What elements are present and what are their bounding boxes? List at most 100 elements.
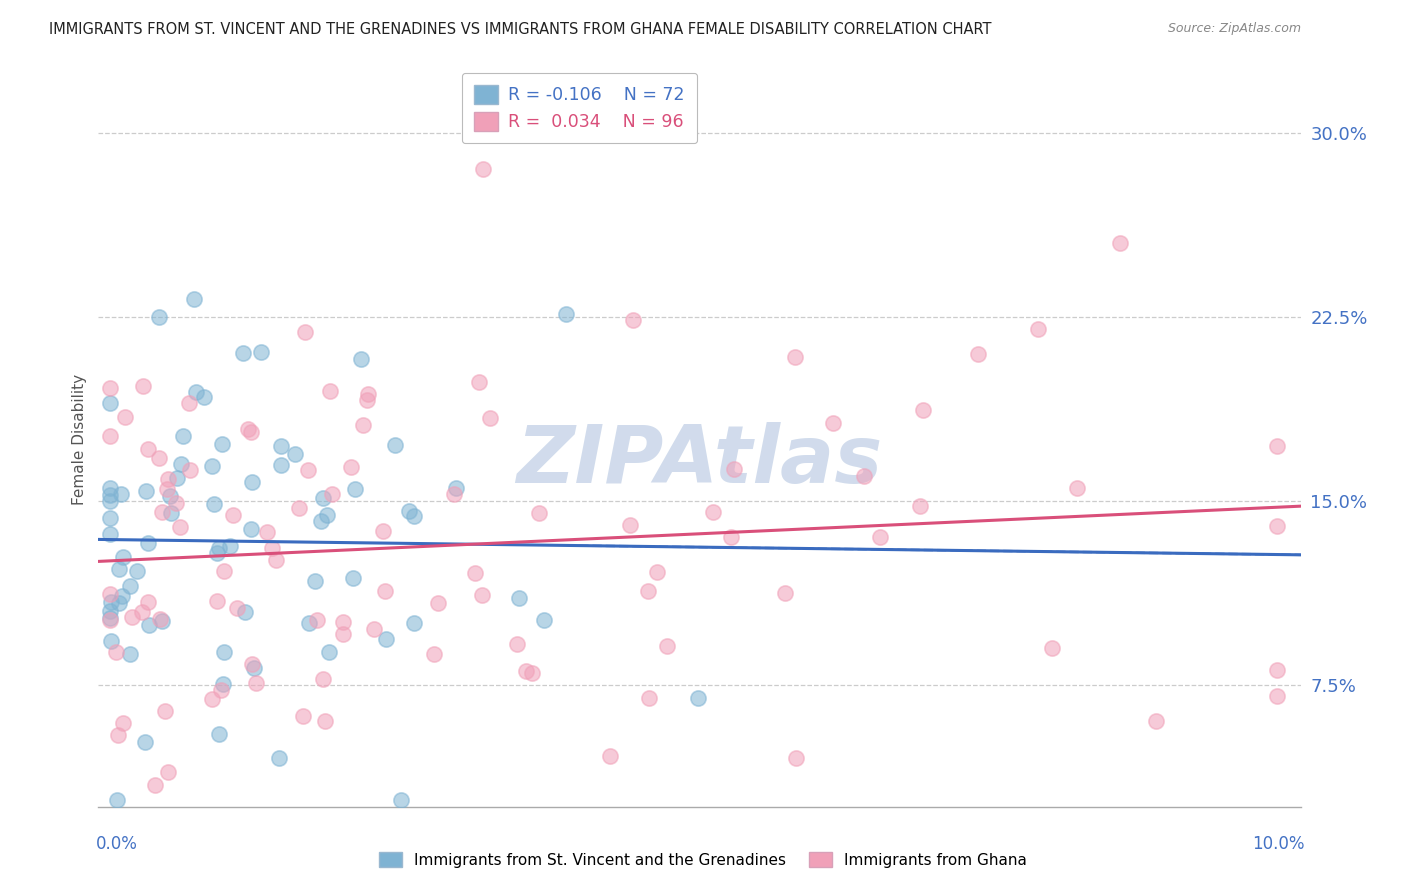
Point — [148, 310, 170, 324]
Point — [232, 346, 254, 360]
Point — [823, 416, 845, 430]
Point — [136, 442, 159, 456]
Point — [108, 596, 131, 610]
Point — [908, 500, 931, 514]
Point — [529, 506, 551, 520]
Point — [267, 751, 290, 765]
Point — [211, 436, 233, 450]
Point — [515, 664, 537, 678]
Point — [186, 385, 208, 400]
Point — [226, 600, 249, 615]
Point — [127, 564, 149, 578]
Point — [294, 325, 316, 339]
Point — [105, 793, 128, 807]
Text: IMMIGRANTS FROM ST. VINCENT AND THE GRENADINES VS IMMIGRANTS FROM GHANA FEMALE D: IMMIGRANTS FROM ST. VINCENT AND THE GREN… — [49, 22, 991, 37]
Point — [211, 683, 233, 698]
Y-axis label: Female Disability: Female Disability — [72, 374, 87, 505]
Point — [156, 483, 179, 497]
Point — [136, 536, 159, 550]
Point — [179, 396, 201, 410]
Point — [533, 613, 555, 627]
Point — [159, 489, 181, 503]
Point — [1265, 663, 1288, 677]
Point — [212, 677, 235, 691]
Point — [256, 524, 278, 539]
Point — [402, 509, 425, 524]
Point — [100, 481, 122, 495]
Point — [508, 591, 530, 605]
Point — [1040, 640, 1063, 655]
Point — [202, 497, 225, 511]
Point — [720, 530, 742, 544]
Point — [645, 565, 668, 579]
Point — [311, 491, 333, 505]
Point — [160, 506, 183, 520]
Point — [100, 604, 122, 618]
Point — [288, 501, 311, 516]
Point — [1028, 322, 1050, 336]
Point — [427, 596, 450, 610]
Point — [785, 751, 807, 765]
Point — [170, 457, 193, 471]
Point — [314, 714, 336, 729]
Point — [100, 494, 122, 508]
Point — [100, 613, 122, 627]
Point — [100, 587, 122, 601]
Point — [242, 661, 264, 675]
Text: ZIPAtlas: ZIPAtlas — [516, 423, 883, 500]
Point — [114, 409, 136, 424]
Point — [869, 531, 891, 545]
Point — [967, 347, 990, 361]
Point — [221, 508, 243, 522]
Point — [912, 403, 935, 417]
Point — [657, 639, 679, 653]
Point — [111, 589, 134, 603]
Point — [107, 728, 129, 742]
Point — [131, 379, 153, 393]
Point — [389, 793, 412, 807]
Point — [104, 645, 127, 659]
Point — [166, 471, 188, 485]
Point — [264, 553, 287, 567]
Point — [471, 588, 494, 602]
Point — [284, 447, 307, 461]
Point — [853, 469, 876, 483]
Point — [110, 487, 132, 501]
Point — [250, 344, 273, 359]
Point — [1265, 519, 1288, 533]
Point — [239, 425, 262, 439]
Point — [342, 571, 364, 585]
Point — [638, 690, 661, 705]
Point — [100, 611, 122, 625]
Point — [423, 647, 446, 661]
Point — [218, 539, 240, 553]
Point — [270, 458, 292, 472]
Point — [373, 524, 395, 539]
Point — [637, 583, 659, 598]
Point — [153, 704, 176, 718]
Point — [1109, 236, 1132, 251]
Point — [621, 313, 644, 327]
Point — [107, 562, 129, 576]
Point — [270, 439, 292, 453]
Point — [350, 351, 373, 366]
Point — [120, 647, 142, 661]
Point — [404, 615, 426, 630]
Point — [150, 504, 173, 518]
Point — [318, 645, 340, 659]
Point — [236, 422, 259, 436]
Point — [1066, 481, 1088, 495]
Point — [554, 307, 576, 321]
Point — [1265, 689, 1288, 703]
Point — [233, 605, 256, 619]
Point — [520, 665, 543, 680]
Point — [305, 613, 328, 627]
Point — [297, 463, 319, 477]
Point — [374, 584, 396, 599]
Point — [332, 615, 354, 630]
Point — [100, 396, 122, 410]
Point — [599, 748, 621, 763]
Point — [340, 460, 363, 475]
Point — [312, 672, 335, 686]
Point — [193, 390, 215, 404]
